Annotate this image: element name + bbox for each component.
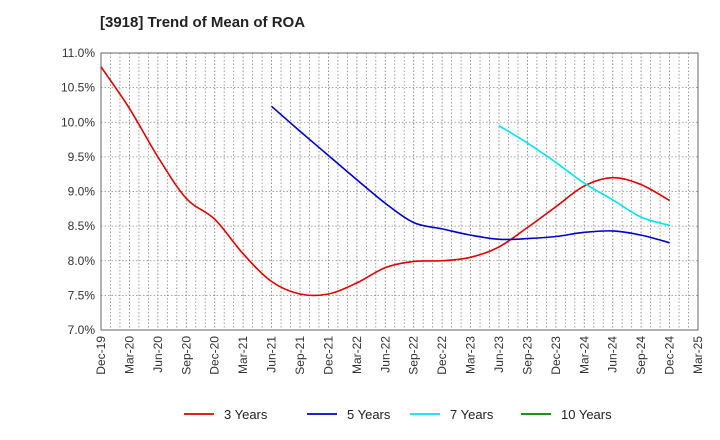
- y-tick-label: 9.5%: [68, 150, 96, 164]
- x-tick-label: Mar-24: [577, 336, 591, 374]
- x-tick-label: Mar-21: [236, 336, 250, 374]
- y-tick-label: 8.5%: [68, 219, 96, 233]
- plot-border: [100, 52, 699, 331]
- x-tick-label: Dec-19: [94, 336, 108, 375]
- series-line-5-years: [271, 105, 670, 244]
- legend-label-7-years: 7 Years: [450, 407, 494, 422]
- x-tick-label: Mar-23: [464, 336, 478, 374]
- x-tick-label: Dec-20: [208, 336, 222, 375]
- x-tick-label: Mar-25: [691, 336, 705, 374]
- y-tick-label: 7.5%: [68, 288, 96, 302]
- x-tick-label: Sep-24: [634, 336, 648, 375]
- legend-label-5-years: 5 Years: [347, 407, 391, 422]
- x-tick-label: Sep-23: [520, 336, 534, 375]
- x-tick-label: Dec-22: [435, 336, 449, 375]
- x-tick-label: Sep-20: [179, 336, 193, 375]
- y-tick-label: 8.0%: [68, 254, 96, 268]
- x-tick-label: Dec-24: [663, 336, 677, 375]
- legend-label-3-years: 3 Years: [224, 407, 268, 422]
- x-tick-label: Dec-21: [321, 336, 335, 375]
- x-tick-label: Sep-21: [293, 336, 307, 375]
- series-line-3-years: [100, 66, 670, 297]
- y-tick-label: 10.0%: [61, 115, 95, 129]
- x-tick-label: Jun-20: [151, 336, 165, 373]
- x-tick-label: Jun-22: [378, 336, 392, 373]
- x-tick-label: Jun-24: [606, 336, 620, 373]
- y-tick-label: 11.0%: [62, 46, 95, 60]
- series-line-7-years: [498, 125, 670, 227]
- chart-title: [3918] Trend of Mean of ROA: [100, 14, 306, 31]
- x-tick-label: Mar-22: [350, 336, 364, 374]
- legend-label-10-years: 10 Years: [561, 407, 612, 422]
- x-tick-label: Mar-20: [122, 336, 136, 374]
- x-tick-label: Sep-22: [407, 336, 421, 375]
- x-tick-label: Jun-23: [492, 336, 506, 373]
- x-tick-label: Jun-21: [265, 336, 279, 373]
- y-tick-label: 9.0%: [68, 185, 96, 199]
- y-tick-label: 10.5%: [61, 81, 95, 95]
- y-tick-label: 7.0%: [68, 323, 96, 337]
- x-tick-label: Dec-23: [549, 336, 563, 375]
